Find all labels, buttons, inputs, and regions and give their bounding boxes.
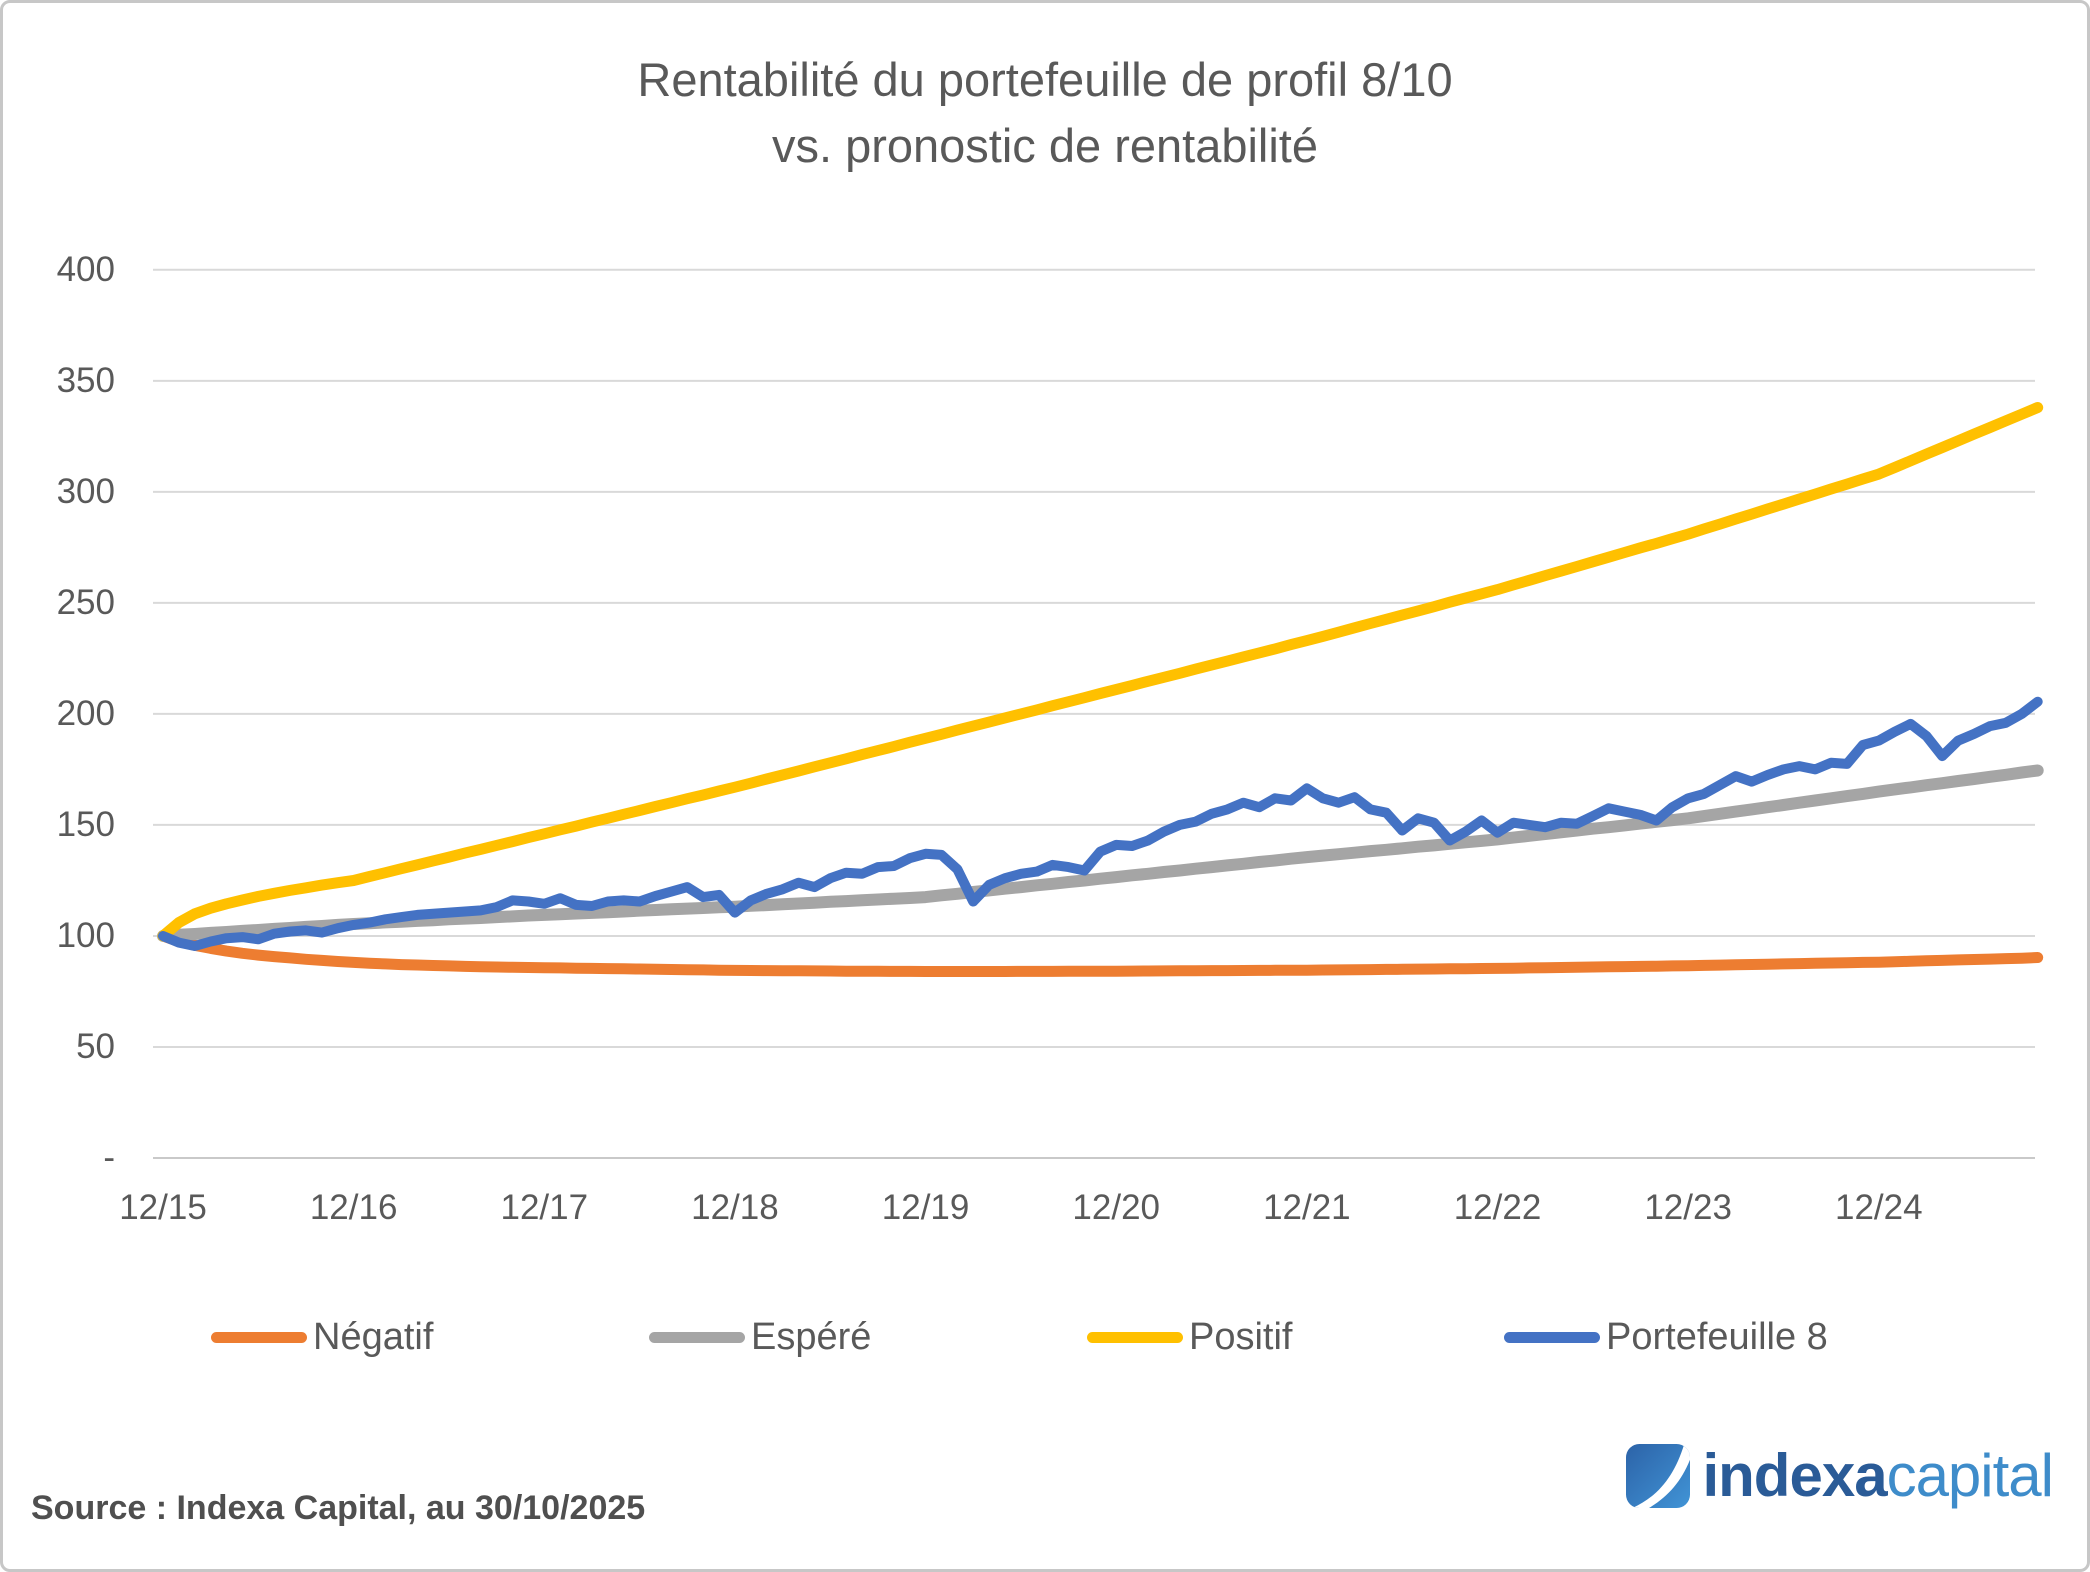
logo-word-indexa: indexa [1702,1442,1887,1509]
y-tick-label-150: 150 [56,804,115,844]
indexa-swoosh-icon [1626,1443,1691,1508]
x-tick-label-12/18: 12/18 [691,1188,779,1227]
series-line-Espéré [157,764,2044,942]
y-tick-label-250: 250 [56,582,115,622]
legend-label-positif: Positif [1189,1315,1293,1358]
y-tick-label-0: - [103,1138,115,1177]
legend-label-portefeuille: Portefeuille 8 [1606,1315,1828,1358]
y-tick-label-50: 50 [76,1026,115,1066]
x-tick-label-12/15: 12/15 [119,1188,207,1227]
logo-word-capital: capital [1886,1442,2054,1509]
indexa-capital-logo: indexacapital [1626,1441,2054,1510]
x-tick-label-12/22: 12/22 [1453,1188,1542,1227]
x-tick-label-12/23: 12/23 [1644,1188,1732,1227]
portefeuille-line-swatch-icon [1504,1331,1600,1343]
y-tick-label-400: 400 [56,249,115,289]
legend-item-positif: Positif [1087,1311,1292,1363]
x-tick-label-12/21: 12/21 [1263,1188,1351,1227]
legend-label-negatif: Négatif [313,1315,434,1358]
series-line-Portefeuille 8 [158,696,2043,951]
series-line-Négatif [157,930,2044,977]
series-line-Positif [157,402,2044,942]
source-note: Source : Indexa Capital, au 30/10/2025 [31,1489,646,1527]
espere-line-swatch-icon [649,1331,745,1343]
legend-item-espere: Espéré [649,1311,871,1363]
y-tick-label-300: 300 [56,471,115,511]
x-tick-label-12/20: 12/20 [1072,1188,1161,1227]
chart-plot [153,268,2044,1159]
legend-item-portefeuille: Portefeuille 8 [1504,1311,1828,1363]
y-tick-label-200: 200 [56,693,115,733]
legend-label-espere: Espéré [751,1315,872,1358]
x-tick-label-12/16: 12/16 [309,1188,398,1227]
y-tick-label-350: 350 [56,360,115,400]
y-tick-label-100: 100 [56,915,115,955]
chart-title-line2: vs. pronostic de rentabilité [771,119,1318,172]
negatif-line-swatch-icon [211,1331,307,1343]
x-tick-label-12/19: 12/19 [881,1188,970,1227]
chart-legend: Négatif Espéré Positif Portefeuille 8 [3,1311,2087,1363]
x-tick-label-12/17: 12/17 [500,1188,589,1227]
logo-wordmark: indexacapital [1702,1441,2054,1510]
chart-title-line1: Rentabilité du portefeuille de profil 8/… [637,53,1453,106]
legend-item-negatif: Négatif [211,1311,433,1363]
x-tick-label-12/24: 12/24 [1834,1188,1923,1227]
positif-line-swatch-icon [1087,1331,1183,1343]
chart-title: Rentabilité du portefeuille de profil 8/… [3,47,2087,179]
